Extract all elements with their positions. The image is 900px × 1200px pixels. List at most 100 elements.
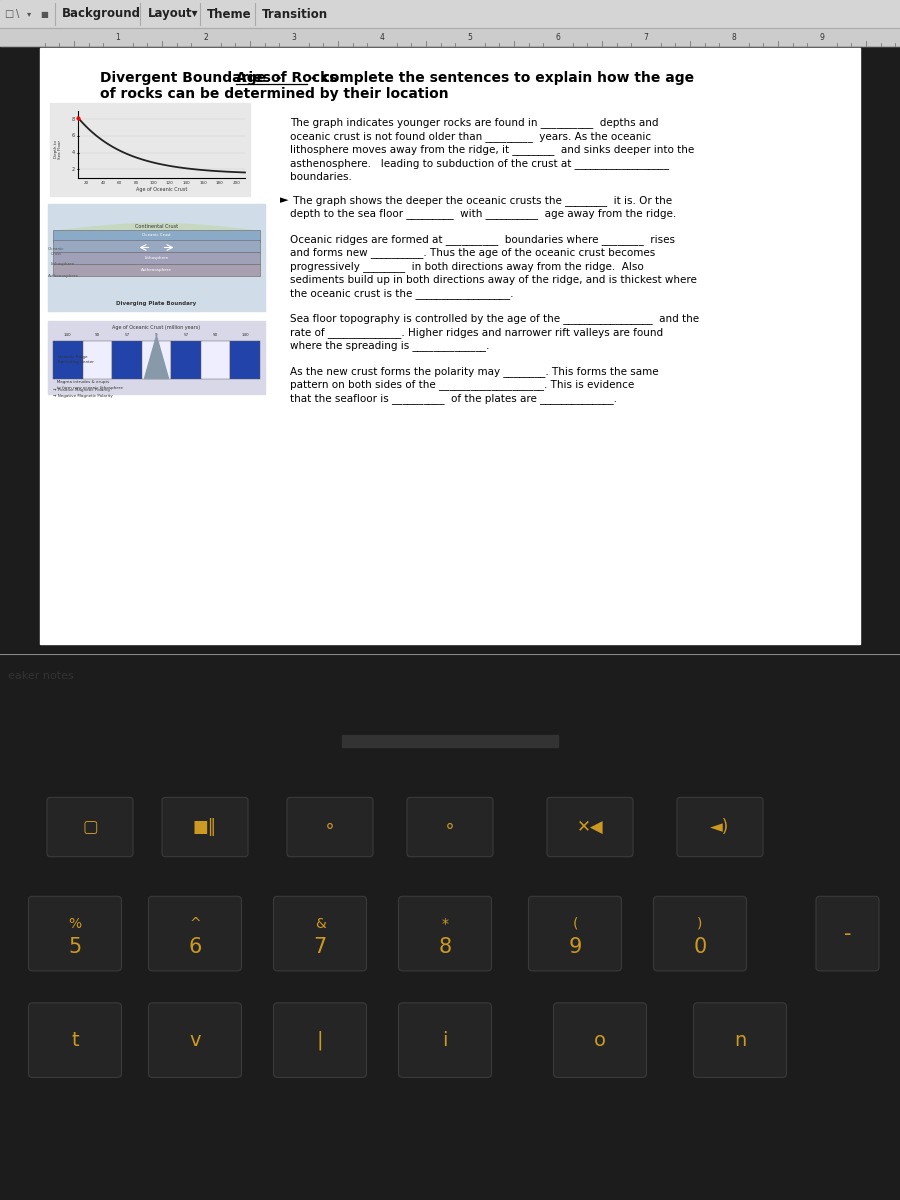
Text: → Negative Magnetic Polarity: → Negative Magnetic Polarity [53, 395, 112, 398]
FancyBboxPatch shape [554, 1003, 646, 1078]
FancyBboxPatch shape [399, 1003, 491, 1078]
Text: 0: 0 [693, 937, 706, 956]
Text: boundaries.: boundaries. [290, 172, 352, 182]
FancyBboxPatch shape [677, 798, 763, 857]
Text: 4: 4 [380, 32, 384, 42]
Text: ✕◀: ✕◀ [577, 818, 603, 836]
Bar [53, 240, 260, 252]
Bar [230, 341, 260, 378]
Text: 6: 6 [72, 133, 75, 138]
Text: 160: 160 [200, 181, 207, 186]
Text: ▢: ▢ [82, 818, 98, 836]
Text: Depth to
Sea Floor: Depth to Sea Floor [54, 139, 62, 158]
Text: and forms new __________. Thus the age of the oceanic crust becomes: and forms new __________. Thus the age o… [290, 247, 655, 258]
FancyBboxPatch shape [528, 896, 622, 971]
Text: Transition: Transition [262, 7, 328, 20]
Text: ◄): ◄) [710, 818, 730, 836]
Text: Age of Oceanic Crust: Age of Oceanic Crust [136, 187, 187, 192]
FancyBboxPatch shape [29, 896, 122, 971]
Text: → Positive Magnetic Polarity: → Positive Magnetic Polarity [53, 389, 111, 392]
Text: 8: 8 [732, 32, 736, 42]
Bar [342, 734, 558, 746]
Text: that the seafloor is __________  of the plates are ______________.: that the seafloor is __________ of the p… [290, 394, 617, 404]
Bar [53, 229, 260, 241]
Text: depth to the sea floor _________  with __________  age away from the ridge.: depth to the sea floor _________ with __… [290, 209, 676, 220]
Bar [83, 341, 112, 378]
Text: *: * [442, 917, 448, 931]
Text: v: v [189, 1031, 201, 1050]
Text: 57: 57 [184, 332, 189, 337]
Text: of rocks can be determined by their location: of rocks can be determined by their loca… [100, 86, 448, 101]
Bar [112, 341, 141, 378]
Text: &: & [315, 917, 326, 931]
Text: 2: 2 [203, 32, 209, 42]
Text: 90: 90 [94, 332, 100, 337]
Bar [171, 341, 201, 378]
FancyBboxPatch shape [547, 798, 633, 857]
Text: \: \ [16, 8, 19, 19]
FancyBboxPatch shape [399, 896, 491, 971]
FancyBboxPatch shape [694, 1003, 787, 1078]
Text: 200: 200 [233, 181, 240, 186]
Text: 4: 4 [72, 150, 75, 155]
Text: 5: 5 [68, 937, 82, 956]
Text: ▾: ▾ [27, 10, 32, 18]
Text: n: n [734, 1031, 746, 1050]
FancyBboxPatch shape [653, 896, 746, 971]
FancyBboxPatch shape [162, 798, 248, 857]
Text: 90: 90 [213, 332, 219, 337]
Bar [53, 341, 83, 378]
Text: i: i [442, 1031, 448, 1050]
Bar [0, 0, 900, 28]
Text: Lithosphere: Lithosphere [51, 262, 75, 265]
FancyBboxPatch shape [29, 1003, 122, 1078]
Text: pattern on both sides of the ____________________. This is evidence: pattern on both sides of the ___________… [290, 379, 634, 390]
Text: 180: 180 [216, 181, 224, 186]
Text: 2: 2 [72, 167, 75, 172]
Text: 6: 6 [555, 32, 561, 42]
FancyBboxPatch shape [287, 798, 373, 857]
Text: Oceanic Crust: Oceanic Crust [142, 234, 171, 238]
Text: Oceanic
Crust: Oceanic Crust [48, 247, 64, 256]
Bar [0, 28, 900, 46]
Text: Sea floor topography is controlled by the age of the _________________  and the: Sea floor topography is controlled by th… [290, 313, 699, 324]
FancyBboxPatch shape [816, 896, 879, 971]
Text: 8: 8 [438, 937, 452, 956]
Text: Oceanic ridges are formed at __________  boundaries where ________  rises: Oceanic ridges are formed at __________ … [290, 234, 675, 245]
Polygon shape [53, 223, 260, 232]
Text: 9: 9 [155, 332, 157, 337]
Text: 60: 60 [117, 181, 122, 186]
Text: Theme: Theme [207, 7, 252, 20]
Text: Age of Oceanic Crust (million years): Age of Oceanic Crust (million years) [112, 324, 201, 330]
Text: rate of ______________. Higher ridges and narrower rift valleys are found: rate of ______________. Higher ridges an… [290, 328, 663, 338]
Text: eaker notes: eaker notes [8, 671, 74, 680]
Text: Divergent Boundaries -: Divergent Boundaries - [100, 71, 286, 85]
FancyBboxPatch shape [47, 798, 133, 857]
Text: 9: 9 [568, 937, 581, 956]
Text: Background: Background [62, 7, 141, 20]
Text: 9: 9 [820, 32, 824, 42]
Text: lithosphere moves away from the ridge, it ________  and sinks deeper into the: lithosphere moves away from the ridge, i… [290, 144, 694, 156]
Text: %: % [68, 917, 82, 931]
FancyBboxPatch shape [148, 896, 241, 971]
Text: Lithosphere: Lithosphere [144, 256, 168, 259]
Text: ): ) [698, 917, 703, 931]
Text: |: | [317, 1031, 323, 1050]
Text: Asthenosphere: Asthenosphere [48, 274, 78, 277]
Text: - complete the sentences to explain how the age: - complete the sentences to explain how … [307, 71, 695, 85]
Text: where the spreading is ______________.: where the spreading is ______________. [290, 341, 490, 352]
Bar [53, 252, 260, 264]
Text: ^: ^ [189, 917, 201, 931]
Bar [201, 341, 230, 378]
Text: As the new crust forms the polarity may ________. This forms the same: As the new crust forms the polarity may … [290, 366, 659, 377]
Text: asthenosphere.   leading to subduction of the crust at __________________: asthenosphere. leading to subduction of … [290, 158, 669, 169]
Text: 40: 40 [101, 181, 105, 186]
Text: Asthenosphere: Asthenosphere [141, 268, 172, 271]
Text: Oceanic Ridge
Spreading Center: Oceanic Ridge Spreading Center [58, 355, 94, 364]
Text: Diverging Plate Boundary: Diverging Plate Boundary [116, 301, 196, 306]
Text: t: t [71, 1031, 79, 1050]
Bar [48, 320, 265, 394]
Text: 140: 140 [183, 181, 191, 186]
Text: 1: 1 [115, 32, 121, 42]
Text: 80: 80 [134, 181, 140, 186]
